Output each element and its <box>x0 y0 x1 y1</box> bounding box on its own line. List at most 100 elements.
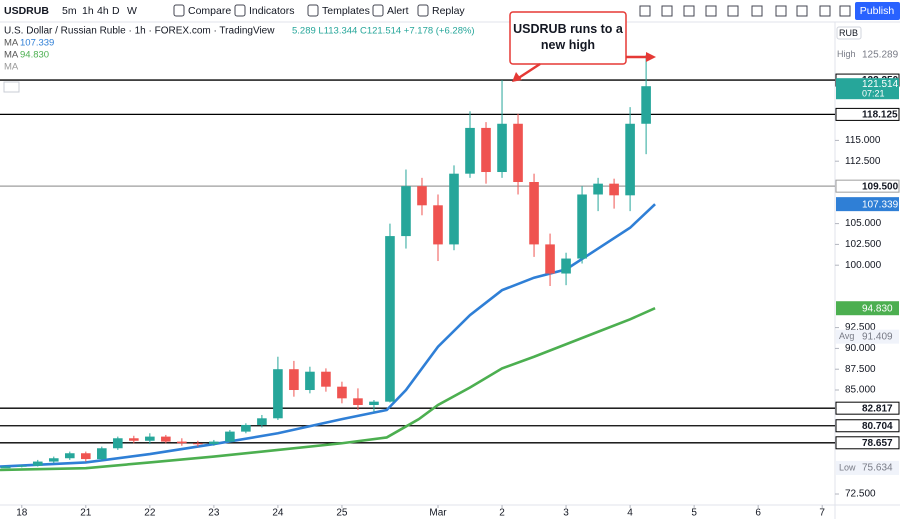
ma-badge-label: 94.830 <box>862 303 893 314</box>
candle-body <box>417 186 427 206</box>
toolbar-button[interactable]: Templates <box>322 5 370 17</box>
level-badge <box>835 419 900 433</box>
annotation-text: USDRUB runs to a new high <box>513 22 624 52</box>
x-tick-label: 3 <box>563 508 569 519</box>
candle-body <box>593 183 603 195</box>
tool-icon[interactable] <box>819 5 831 17</box>
candle-body <box>289 369 299 391</box>
tool-icon[interactable] <box>839 5 851 17</box>
tool-icon[interactable] <box>796 5 808 17</box>
level-badge <box>835 179 900 193</box>
candle-body <box>209 441 219 445</box>
x-tick-label: 5 <box>691 508 697 519</box>
button-icon[interactable] <box>173 4 185 17</box>
interval[interactable]: W <box>127 5 137 17</box>
ma-badge <box>836 301 899 316</box>
price-label: 121.514 <box>862 79 899 90</box>
publish-label[interactable]: Publish <box>860 5 895 17</box>
interval[interactable]: D <box>112 5 120 17</box>
tool-icon[interactable] <box>683 5 695 17</box>
plot: 72.500 85.000 87.500 90.000 92.500 100.000 102… <box>0 26 900 519</box>
avg-badge <box>836 329 899 344</box>
candle-body <box>529 182 539 245</box>
tool-icon[interactable] <box>705 5 717 17</box>
toolbar-button[interactable]: Indicators <box>249 5 295 17</box>
tool-icon[interactable] <box>639 5 651 17</box>
legend-name: MA <box>4 62 19 73</box>
y-tick-label: 112.500 <box>845 156 881 167</box>
x-tick-label: 7 <box>819 508 825 519</box>
candle-body <box>64 453 75 459</box>
candle-body <box>545 244 555 274</box>
low-value: 75.634 <box>862 463 893 474</box>
x-tick-label: 24 <box>272 508 284 519</box>
candle-body <box>641 86 651 124</box>
candle-body <box>129 438 139 441</box>
candle-body <box>48 458 59 462</box>
high-value: 125.289 <box>862 49 899 60</box>
annotation-arrow <box>516 62 541 81</box>
interval[interactable]: 4h <box>97 5 109 17</box>
ohlc-readout: 5.289 L113.344 C121.514 +7.178 (+6.28%) <box>292 26 475 37</box>
level-label: 109.500 <box>862 181 899 192</box>
x-tick-label: 21 <box>80 508 92 519</box>
candle-body <box>353 398 363 405</box>
price-badge <box>836 78 899 100</box>
moving-average <box>0 307 656 472</box>
candle-body <box>16 465 27 467</box>
tool-icon[interactable] <box>661 5 673 17</box>
avg-tag: Avg <box>839 331 854 341</box>
level-label: 118.125 <box>862 110 898 121</box>
candle-body <box>321 371 331 387</box>
candle-body <box>625 123 635 196</box>
high-tag: High <box>837 49 856 59</box>
interval[interactable]: 5m <box>62 5 77 17</box>
chart-title: U.S. Dollar / Russian Ruble · 1h · FOREX… <box>4 26 275 37</box>
toolbar-button[interactable]: Alert <box>387 5 409 17</box>
x-tick-label: 4 <box>627 508 633 519</box>
toolbar-button[interactable]: Replay <box>432 5 465 17</box>
currency: RUB <box>839 28 858 38</box>
candle-body <box>177 441 187 444</box>
y-tick-label: 87.500 <box>845 364 876 375</box>
annotation: USDRUB runs to a new high <box>509 11 656 82</box>
y-tick-label: 90.000 <box>845 343 876 354</box>
button-icon[interactable] <box>234 4 246 17</box>
x-tick-label: 23 <box>208 508 220 519</box>
tool-icon[interactable] <box>775 5 787 17</box>
level-badge <box>835 436 900 450</box>
candle-body <box>433 205 443 245</box>
toolbar <box>0 0 900 22</box>
candle-body <box>113 438 123 449</box>
candle-body <box>385 236 395 402</box>
candle-body <box>0 466 11 469</box>
ma-badge-label: 107.339 <box>862 199 899 210</box>
level-label: 80.704 <box>862 421 893 432</box>
button-icon[interactable] <box>417 4 429 17</box>
tool-icon[interactable] <box>727 5 739 17</box>
candle-body <box>193 443 203 445</box>
toolbar-items: USDRUB 5m 1h 4h D W Compare Indicators Templates… <box>4 4 851 17</box>
button-icon[interactable] <box>372 4 384 17</box>
candle-body <box>97 448 107 460</box>
toolbar-button[interactable]: Compare <box>188 5 231 17</box>
candle-body <box>305 371 315 391</box>
symbol: USDRUB <box>4 5 49 17</box>
tool-icon[interactable] <box>751 5 763 17</box>
interval[interactable]: 1h <box>82 5 94 17</box>
collapse-legend[interactable] <box>3 81 20 93</box>
low-badge <box>836 460 899 475</box>
y-tick-label: 115.000 <box>845 135 881 146</box>
candle-body <box>561 258 571 274</box>
button-icon[interactable] <box>307 4 319 17</box>
candle-body <box>449 173 459 245</box>
candle-body <box>257 418 267 425</box>
x-tick-label: 25 <box>336 508 348 519</box>
arrow-head <box>512 72 522 82</box>
legend-value: 94.830 <box>20 50 49 61</box>
currency-box <box>836 26 862 40</box>
publish-button[interactable] <box>855 2 900 20</box>
candle-body <box>81 453 91 460</box>
annotation-box <box>509 11 627 65</box>
